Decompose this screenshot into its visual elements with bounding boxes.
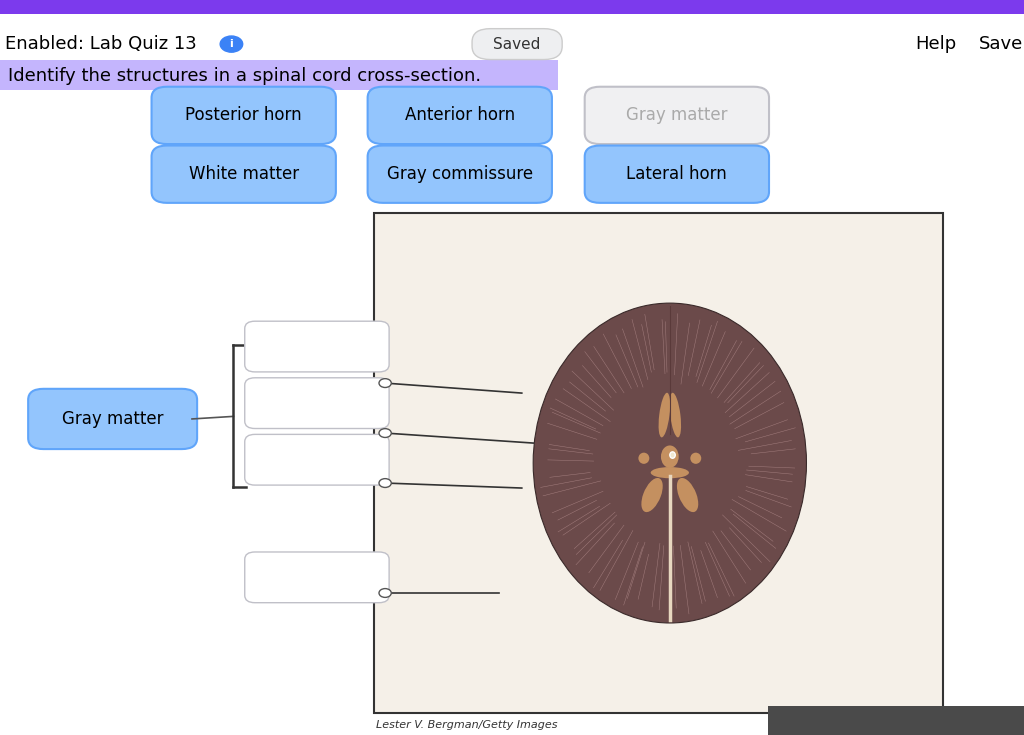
Ellipse shape (658, 392, 670, 437)
FancyBboxPatch shape (0, 60, 558, 90)
Text: Lateral horn: Lateral horn (627, 165, 727, 183)
Text: Lester V. Bergman/Getty Images: Lester V. Bergman/Getty Images (376, 720, 557, 731)
Circle shape (220, 36, 243, 52)
Ellipse shape (660, 445, 679, 468)
FancyBboxPatch shape (368, 146, 552, 203)
Ellipse shape (690, 453, 701, 464)
Text: Saved: Saved (494, 37, 541, 51)
Ellipse shape (650, 467, 689, 478)
Text: White matter: White matter (188, 165, 299, 183)
FancyBboxPatch shape (245, 321, 389, 372)
Text: Identify the structures in a spinal cord cross-section.: Identify the structures in a spinal cord… (8, 68, 481, 85)
FancyBboxPatch shape (245, 552, 389, 603)
Ellipse shape (670, 392, 681, 437)
FancyBboxPatch shape (0, 0, 1024, 14)
FancyBboxPatch shape (374, 213, 943, 713)
Ellipse shape (677, 478, 698, 512)
FancyBboxPatch shape (368, 87, 552, 144)
Text: Save: Save (979, 35, 1024, 53)
FancyBboxPatch shape (152, 146, 336, 203)
FancyBboxPatch shape (245, 378, 389, 429)
Text: i: i (229, 39, 233, 49)
FancyBboxPatch shape (29, 389, 197, 449)
FancyBboxPatch shape (768, 706, 1024, 735)
Text: Anterior horn: Anterior horn (404, 107, 515, 124)
Ellipse shape (670, 452, 675, 458)
Ellipse shape (641, 478, 663, 512)
Circle shape (379, 478, 391, 487)
Circle shape (379, 589, 391, 598)
FancyBboxPatch shape (152, 87, 336, 144)
Ellipse shape (534, 303, 807, 623)
FancyBboxPatch shape (245, 434, 389, 485)
FancyBboxPatch shape (585, 87, 769, 144)
Text: Posterior horn: Posterior horn (185, 107, 302, 124)
Text: Gray commissure: Gray commissure (387, 165, 532, 183)
Text: Gray matter: Gray matter (61, 410, 164, 428)
Text: Gray matter: Gray matter (626, 107, 728, 124)
FancyBboxPatch shape (585, 146, 769, 203)
Text: Help: Help (915, 35, 956, 53)
Circle shape (379, 379, 391, 387)
FancyBboxPatch shape (472, 29, 562, 60)
Ellipse shape (638, 453, 649, 464)
Text: Enabled: Lab Quiz 13: Enabled: Lab Quiz 13 (5, 35, 197, 53)
Circle shape (379, 429, 391, 437)
